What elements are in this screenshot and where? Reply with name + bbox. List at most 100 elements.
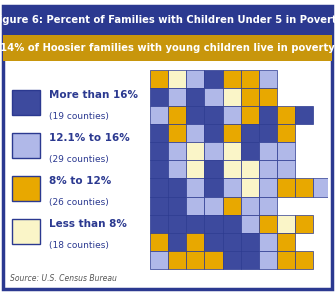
Bar [186, 106, 204, 124]
Bar [277, 178, 295, 197]
Bar [168, 106, 186, 124]
Bar [259, 251, 277, 269]
Bar [313, 178, 331, 197]
Bar [222, 142, 241, 160]
Bar [168, 197, 186, 215]
Text: (26 counties): (26 counties) [49, 198, 109, 207]
Bar [222, 251, 241, 269]
Bar [222, 124, 241, 142]
Bar [186, 124, 204, 142]
Bar [241, 178, 259, 197]
Bar [259, 70, 277, 88]
Bar [204, 160, 222, 178]
Bar [186, 70, 204, 88]
Bar [186, 233, 204, 251]
Bar [241, 88, 259, 106]
Bar [295, 106, 313, 124]
Bar [241, 251, 259, 269]
Bar [186, 215, 204, 233]
Text: Less than 8%: Less than 8% [49, 219, 127, 229]
Bar [259, 197, 277, 215]
Bar [222, 197, 241, 215]
Bar [150, 178, 168, 197]
Bar [277, 160, 295, 178]
Bar [12, 133, 41, 158]
Bar [168, 160, 186, 178]
Bar [222, 70, 241, 88]
Bar [186, 142, 204, 160]
Bar [150, 106, 168, 124]
Text: Source: U.S. Census Bureau: Source: U.S. Census Bureau [10, 274, 117, 283]
Bar [259, 106, 277, 124]
Bar [204, 215, 222, 233]
Bar [259, 215, 277, 233]
Bar [241, 106, 259, 124]
Bar [204, 233, 222, 251]
Bar [150, 215, 168, 233]
Text: 12.1% to 16%: 12.1% to 16% [49, 133, 130, 142]
Bar [222, 160, 241, 178]
Bar [150, 88, 168, 106]
Bar [259, 142, 277, 160]
Bar [168, 142, 186, 160]
Bar [12, 90, 41, 115]
Bar [150, 233, 168, 251]
Bar [150, 142, 168, 160]
Bar [186, 160, 204, 178]
Bar [222, 178, 241, 197]
Bar [259, 178, 277, 197]
Bar [150, 124, 168, 142]
Bar [241, 124, 259, 142]
Text: Figure 6: Percent of Families with Children Under 5 in Poverty: Figure 6: Percent of Families with Child… [0, 15, 335, 25]
Bar [204, 88, 222, 106]
Bar [259, 124, 277, 142]
Bar [204, 197, 222, 215]
Bar [12, 176, 41, 201]
Text: (19 counties): (19 counties) [49, 112, 109, 121]
Bar [186, 197, 204, 215]
Bar [204, 251, 222, 269]
Bar [204, 70, 222, 88]
Bar [204, 142, 222, 160]
Bar [168, 70, 186, 88]
Bar [241, 142, 259, 160]
Bar [168, 124, 186, 142]
Bar [168, 88, 186, 106]
Text: (18 counties): (18 counties) [49, 241, 109, 250]
Bar [277, 233, 295, 251]
Bar [150, 70, 168, 88]
Text: 8% to 12%: 8% to 12% [49, 175, 111, 186]
Bar [150, 160, 168, 178]
Bar [241, 197, 259, 215]
Bar [186, 178, 204, 197]
Bar [295, 178, 313, 197]
Bar [241, 215, 259, 233]
Text: (29 counties): (29 counties) [49, 154, 109, 164]
Bar [3, 35, 332, 61]
Bar [186, 88, 204, 106]
Bar [241, 233, 259, 251]
Bar [204, 178, 222, 197]
Bar [12, 219, 41, 244]
Text: 14% of Hoosier families with young children live in poverty: 14% of Hoosier families with young child… [0, 43, 335, 53]
Text: More than 16%: More than 16% [49, 90, 138, 100]
Bar [168, 178, 186, 197]
Bar [186, 251, 204, 269]
Bar [204, 124, 222, 142]
Bar [241, 70, 259, 88]
Bar [222, 233, 241, 251]
Bar [150, 251, 168, 269]
Bar [150, 197, 168, 215]
Bar [277, 106, 295, 124]
Bar [168, 215, 186, 233]
Bar [277, 142, 295, 160]
Bar [168, 251, 186, 269]
Bar [241, 160, 259, 178]
Bar [277, 124, 295, 142]
Bar [204, 106, 222, 124]
Bar [222, 106, 241, 124]
Bar [295, 215, 313, 233]
Bar [295, 251, 313, 269]
Bar [277, 215, 295, 233]
Bar [3, 6, 332, 35]
